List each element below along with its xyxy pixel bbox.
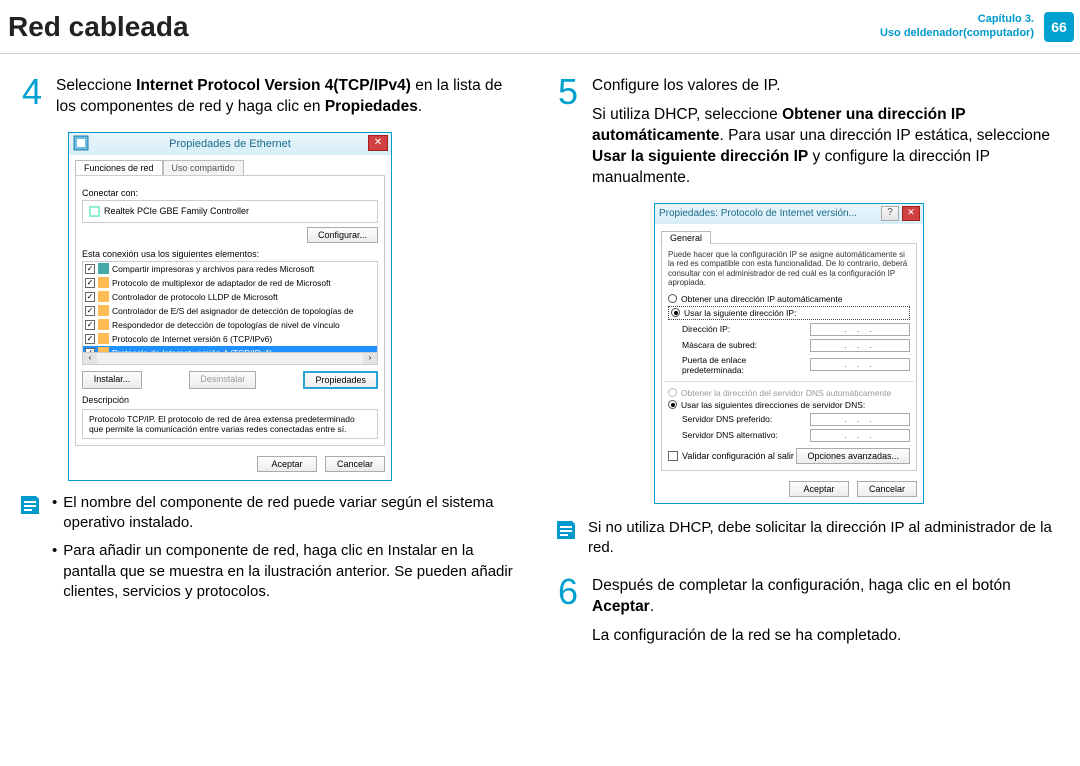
- list-item[interactable]: ✓Respondedor de detección de topologías …: [83, 318, 377, 332]
- left-column: 4 Seleccione Internet Protocol Version 4…: [18, 76, 526, 661]
- step-6-done: La configuración de la red se ha complet…: [592, 626, 1062, 647]
- tab-sharing[interactable]: Uso compartido: [163, 160, 244, 175]
- proto-icon: [98, 277, 109, 288]
- ipv4-properties-dialog: Propiedades: Protocolo de Internet versi…: [654, 203, 924, 504]
- step-number: 4: [18, 76, 46, 118]
- cancel-button[interactable]: Cancelar: [857, 481, 917, 497]
- step-5-line1: Configure los valores de IP.: [592, 76, 1062, 97]
- dialog-titlebar: Propiedades de Ethernet ✕: [69, 133, 391, 155]
- help-text: Puede hacer que la configuración IP se a…: [668, 250, 910, 288]
- proto-icon: [98, 319, 109, 330]
- step-6: 6 Después de completar la configuración,…: [554, 576, 1062, 647]
- step-4: 4 Seleccione Internet Protocol Version 4…: [18, 76, 526, 118]
- radio-obtain-auto[interactable]: Obtener una dirección IP automáticamente: [668, 294, 910, 304]
- share-icon: [98, 263, 109, 274]
- elements-label: Esta conexión usa los siguientes element…: [82, 249, 378, 259]
- gateway-field: Puerta de enlace predeterminada:. . .: [682, 355, 910, 375]
- description-box: Protocolo TCP/IP. El protocolo de red de…: [82, 409, 378, 439]
- close-icon[interactable]: ✕: [902, 206, 920, 221]
- note-icon: [554, 518, 578, 542]
- header-right: Capítulo 3. Uso deldenador(computador) 6…: [880, 12, 1080, 42]
- install-button[interactable]: Instalar...: [82, 371, 142, 389]
- list-item[interactable]: ✓Protocolo de multiplexor de adaptador d…: [83, 276, 377, 290]
- adapter-box: Realtek PCIe GBE Family Controller: [82, 200, 378, 223]
- network-icon: [73, 135, 89, 151]
- page-number-badge: 66: [1044, 12, 1074, 42]
- radio-dns-auto: Obtener la dirección del servidor DNS au…: [668, 388, 910, 398]
- list-item[interactable]: ✓Protocolo de Internet versión 6 (TCP/IP…: [83, 332, 377, 346]
- ok-button[interactable]: Aceptar: [789, 481, 849, 497]
- note-block: El nombre del componente de red puede va…: [18, 493, 526, 610]
- adapter-icon: [89, 206, 100, 217]
- components-list[interactable]: ✓Compartir impresoras y archivos para re…: [82, 261, 378, 365]
- radio-use-static[interactable]: Usar la siguiente dirección IP:: [668, 306, 910, 320]
- page-header: Red cableada Capítulo 3. Uso deldenador(…: [0, 0, 1080, 54]
- dns1-field: Servidor DNS preferido:. . .: [682, 413, 910, 426]
- cancel-button[interactable]: Cancelar: [325, 456, 385, 472]
- advanced-button[interactable]: Opciones avanzadas...: [796, 448, 910, 464]
- list-item[interactable]: ✓Controlador de protocolo LLDP de Micros…: [83, 290, 377, 304]
- proto-icon: [98, 305, 109, 316]
- dns2-field: Servidor DNS alternativo:. . .: [682, 429, 910, 442]
- validate-checkbox[interactable]: Validar configuración al salir: [668, 451, 794, 461]
- right-column: 5 Configure los valores de IP. Si utiliz…: [554, 76, 1062, 661]
- uninstall-button: Desinstalar: [189, 371, 256, 389]
- close-icon[interactable]: ✕: [368, 135, 388, 151]
- configure-button[interactable]: Configurar...: [307, 227, 378, 243]
- page-title: Red cableada: [8, 11, 189, 43]
- mask-input[interactable]: . . .: [810, 339, 910, 352]
- ip-address-field: Dirección IP:. . .: [682, 323, 910, 336]
- step-5-line2: Si utiliza DHCP, seleccione Obtener una …: [592, 105, 1062, 189]
- tab-general[interactable]: General: [661, 231, 711, 244]
- ok-button[interactable]: Aceptar: [257, 456, 317, 472]
- subnet-field: Máscara de subred:. . .: [682, 339, 910, 352]
- properties-button[interactable]: Propiedades: [303, 371, 378, 389]
- note-icon: [18, 493, 42, 517]
- radio-dns-static[interactable]: Usar las siguientes direcciones de servi…: [668, 400, 910, 410]
- note-item: Para añadir un componente de red, haga c…: [52, 541, 526, 602]
- ip-input[interactable]: . . .: [810, 323, 910, 336]
- dialog-titlebar: Propiedades: Protocolo de Internet versi…: [655, 204, 923, 224]
- dns2-input[interactable]: . . .: [810, 429, 910, 442]
- help-icon[interactable]: ?: [881, 206, 899, 221]
- tab-network-functions[interactable]: Funciones de red: [75, 160, 163, 175]
- horizontal-scrollbar[interactable]: ‹›: [83, 352, 377, 364]
- list-item[interactable]: ✓Compartir impresoras y archivos para re…: [83, 262, 377, 276]
- step-number: 6: [554, 576, 582, 647]
- note-item: El nombre del componente de red puede va…: [52, 493, 526, 534]
- proto-icon: [98, 333, 109, 344]
- gateway-input[interactable]: . . .: [810, 358, 910, 371]
- dns1-input[interactable]: . . .: [810, 413, 910, 426]
- description-label: Descripción: [82, 395, 378, 405]
- chapter-label: Capítulo 3. Uso deldenador(computador): [880, 13, 1034, 39]
- note-dhcp: Si no utiliza DHCP, debe solicitar la di…: [554, 518, 1062, 559]
- ethernet-properties-dialog: Propiedades de Ethernet ✕ Funciones de r…: [68, 132, 392, 481]
- proto-icon: [98, 291, 109, 302]
- step-4-text: Seleccione Internet Protocol Version 4(T…: [56, 76, 526, 118]
- step-number: 5: [554, 76, 582, 189]
- list-item[interactable]: ✓Controlador de E/S del asignador de det…: [83, 304, 377, 318]
- step-5: 5 Configure los valores de IP. Si utiliz…: [554, 76, 1062, 189]
- step-6-text: Después de completar la configuración, h…: [592, 576, 1062, 618]
- connect-with-label: Conectar con:: [82, 188, 378, 198]
